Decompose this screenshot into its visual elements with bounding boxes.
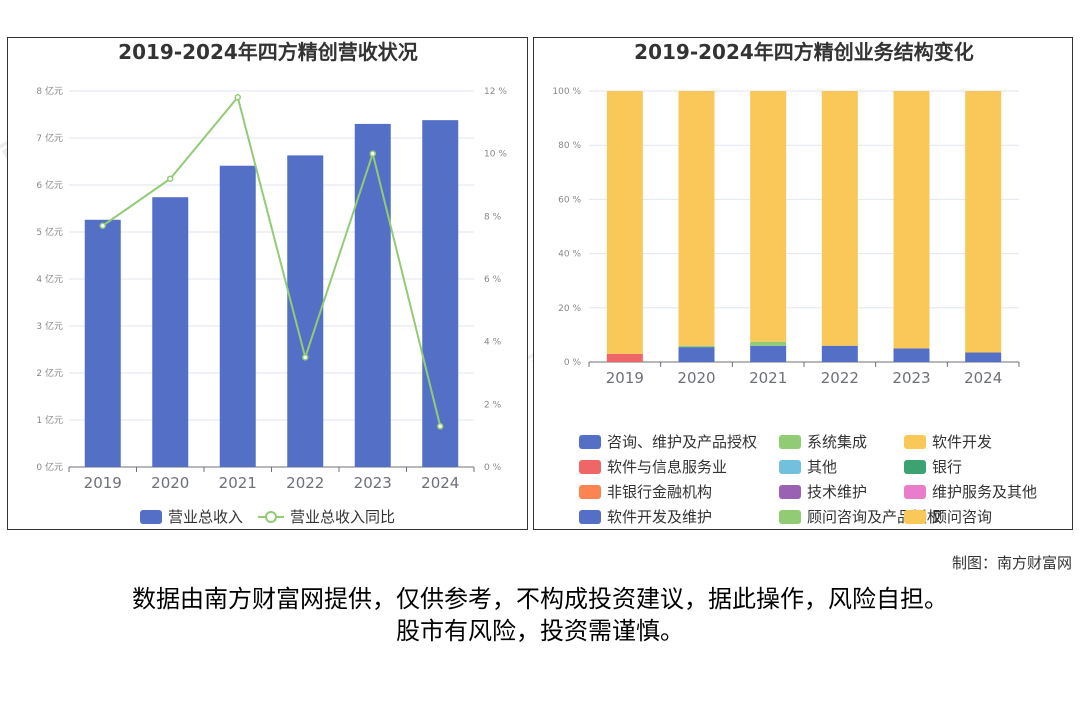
legend-label-6: 非银行金融机构 xyxy=(607,483,712,501)
legend-label-7: 技术维护 xyxy=(807,483,867,501)
legend-label-revenue: 营业总收入 xyxy=(168,508,243,526)
y-tick-label-left: 2 亿元 xyxy=(36,367,63,379)
bar-revenue xyxy=(84,219,121,467)
revenue-chart-panel: 2019-2024年四方精创营收状况 0 亿元 1 亿元 2 亿元 3 亿元 4 亿元 5 … xyxy=(7,37,528,530)
legend-swatch-2 xyxy=(904,435,926,449)
x-tick-label: 2019 xyxy=(606,369,644,387)
y-tick-label-right: 2 % xyxy=(484,400,502,410)
stacked-bar-segment-2 xyxy=(965,91,1002,353)
stacked-bar-segment-0 xyxy=(750,345,787,362)
stacked-bar-segment-0 xyxy=(893,348,930,362)
legend-swatch-7 xyxy=(779,485,801,499)
y-tick-label: 100 % xyxy=(552,87,581,97)
x-tick-label: 2020 xyxy=(677,369,715,387)
x-tick-label: 2022 xyxy=(821,369,859,387)
stacked-bar-segment-0 xyxy=(965,352,1002,362)
stacked-bar-segment-0 xyxy=(678,347,715,362)
x-tick-label: 2024 xyxy=(964,369,1002,387)
y-tick-label-right: 10 % xyxy=(484,150,507,160)
legend-swatch-8 xyxy=(904,485,926,499)
x-tick-label: 2020 xyxy=(151,474,189,492)
legend-marker-yoy xyxy=(265,511,277,523)
y-tick-label-right: 8 % xyxy=(484,212,502,222)
y-tick-label-right: 12 % xyxy=(484,87,507,97)
stacked-bar-segment-1 xyxy=(750,341,787,346)
legend-swatch-6 xyxy=(579,485,601,499)
stacked-bar-segment-2 xyxy=(821,91,858,346)
bar-revenue xyxy=(152,197,189,467)
chart-title: 2019-2024年四方精创营收状况 xyxy=(118,40,418,64)
disclaimer-line-2: 股市有风险，投资需谨慎。 xyxy=(396,617,684,645)
revenue-chart: 2019-2024年四方精创营收状况 0 亿元 1 亿元 2 亿元 3 亿元 4 亿元 5 … xyxy=(36,40,507,526)
legend-swatch-9 xyxy=(579,510,601,524)
stacked-bar-segment-1 xyxy=(678,345,715,348)
disclaimer-line-1: 数据由南方财富网提供，仅供参考，不构成投资建议，据此操作，风险自担。 xyxy=(132,585,948,613)
legend-swatch-1 xyxy=(779,435,801,449)
legend-label-4: 其他 xyxy=(807,458,837,476)
legend-swatch-revenue xyxy=(140,510,162,524)
stacked-bar-segment-2 xyxy=(893,91,930,349)
x-tick-label: 2021 xyxy=(219,474,257,492)
point-revenue-yoy xyxy=(167,175,174,182)
stacked-bar-segment-2 xyxy=(750,91,787,342)
y-tick-label-left: 8 亿元 xyxy=(36,85,63,97)
legend-label-2: 软件开发 xyxy=(932,433,992,451)
line-revenue-yoy xyxy=(102,95,442,427)
legend-swatch-0 xyxy=(579,435,601,449)
x-tick-label: 2022 xyxy=(286,474,324,492)
stacked-bar-segment-2 xyxy=(678,91,715,346)
stacked-bar-segment-0 xyxy=(821,345,858,362)
y-tick-label: 80 % xyxy=(558,141,581,151)
point-revenue-yoy xyxy=(369,150,376,157)
bar-revenue xyxy=(219,165,256,467)
legend-label-11: 顾问咨询 xyxy=(932,508,992,526)
point-revenue-yoy xyxy=(437,423,444,430)
stacked-bar-segment-11 xyxy=(606,91,643,354)
legend-label-0: 咨询、维护及产品授权 xyxy=(607,433,757,451)
bar-revenue xyxy=(422,120,459,467)
bar-revenue xyxy=(354,123,391,468)
legend-label-9: 软件开发及维护 xyxy=(607,508,712,526)
stacked-bar-segment-3 xyxy=(606,353,643,362)
legend-label-5: 银行 xyxy=(932,458,962,476)
y-tick-label-left: 1 亿元 xyxy=(36,414,63,426)
legend-swatch-3 xyxy=(579,460,601,474)
legend-label-3: 软件与信息服务业 xyxy=(607,458,727,476)
y-tick-label: 40 % xyxy=(558,250,581,260)
legend-swatch-4 xyxy=(779,460,801,474)
y-tick-label-right: 6 % xyxy=(484,275,502,285)
x-tick-label: 2021 xyxy=(749,369,787,387)
y-tick-label: 60 % xyxy=(558,195,581,205)
y-tick-label-left: 5 亿元 xyxy=(36,226,63,238)
y-tick-label-left: 0 亿元 xyxy=(36,461,63,473)
legend-swatch-5 xyxy=(904,460,926,474)
chart-title: 2019-2024年四方精创业务结构变化 xyxy=(634,40,974,64)
chart-credit: 制图：南方财富网 xyxy=(951,554,1072,572)
x-tick-label: 2024 xyxy=(421,474,459,492)
y-tick-label-left: 7 亿元 xyxy=(36,132,63,144)
legend-label-8: 维护服务及其他 xyxy=(932,483,1037,501)
x-tick-label: 2019 xyxy=(84,474,122,492)
x-tick-label: 2023 xyxy=(892,369,930,387)
y-tick-label: 20 % xyxy=(558,304,581,314)
point-revenue-yoy xyxy=(302,354,309,361)
y-tick-label: 0 % xyxy=(564,358,582,368)
business-structure-chart-panel: 2019-2024年四方精创业务结构变化 0 % 20 % 40 % 60 % 80 % 1… xyxy=(533,37,1073,530)
point-revenue-yoy xyxy=(234,94,241,101)
x-tick-label: 2023 xyxy=(354,474,392,492)
legend-swatch-11 xyxy=(904,510,926,524)
legend-label-1: 系统集成 xyxy=(807,433,867,451)
y-tick-label-right: 4 % xyxy=(484,338,502,348)
y-tick-label-right: 0 % xyxy=(484,463,502,473)
legend-label-revenue-yoy: 营业总收入同比 xyxy=(290,508,395,526)
y-tick-label-left: 4 亿元 xyxy=(36,273,63,285)
point-revenue-yoy xyxy=(99,222,106,229)
legend-swatch-10 xyxy=(779,510,801,524)
y-tick-label-left: 6 亿元 xyxy=(36,179,63,191)
business-structure-chart: 2019-2024年四方精创业务结构变化 0 % 20 % 40 % 60 % 80 % 1… xyxy=(552,40,1037,526)
y-tick-label-left: 3 亿元 xyxy=(36,320,63,332)
